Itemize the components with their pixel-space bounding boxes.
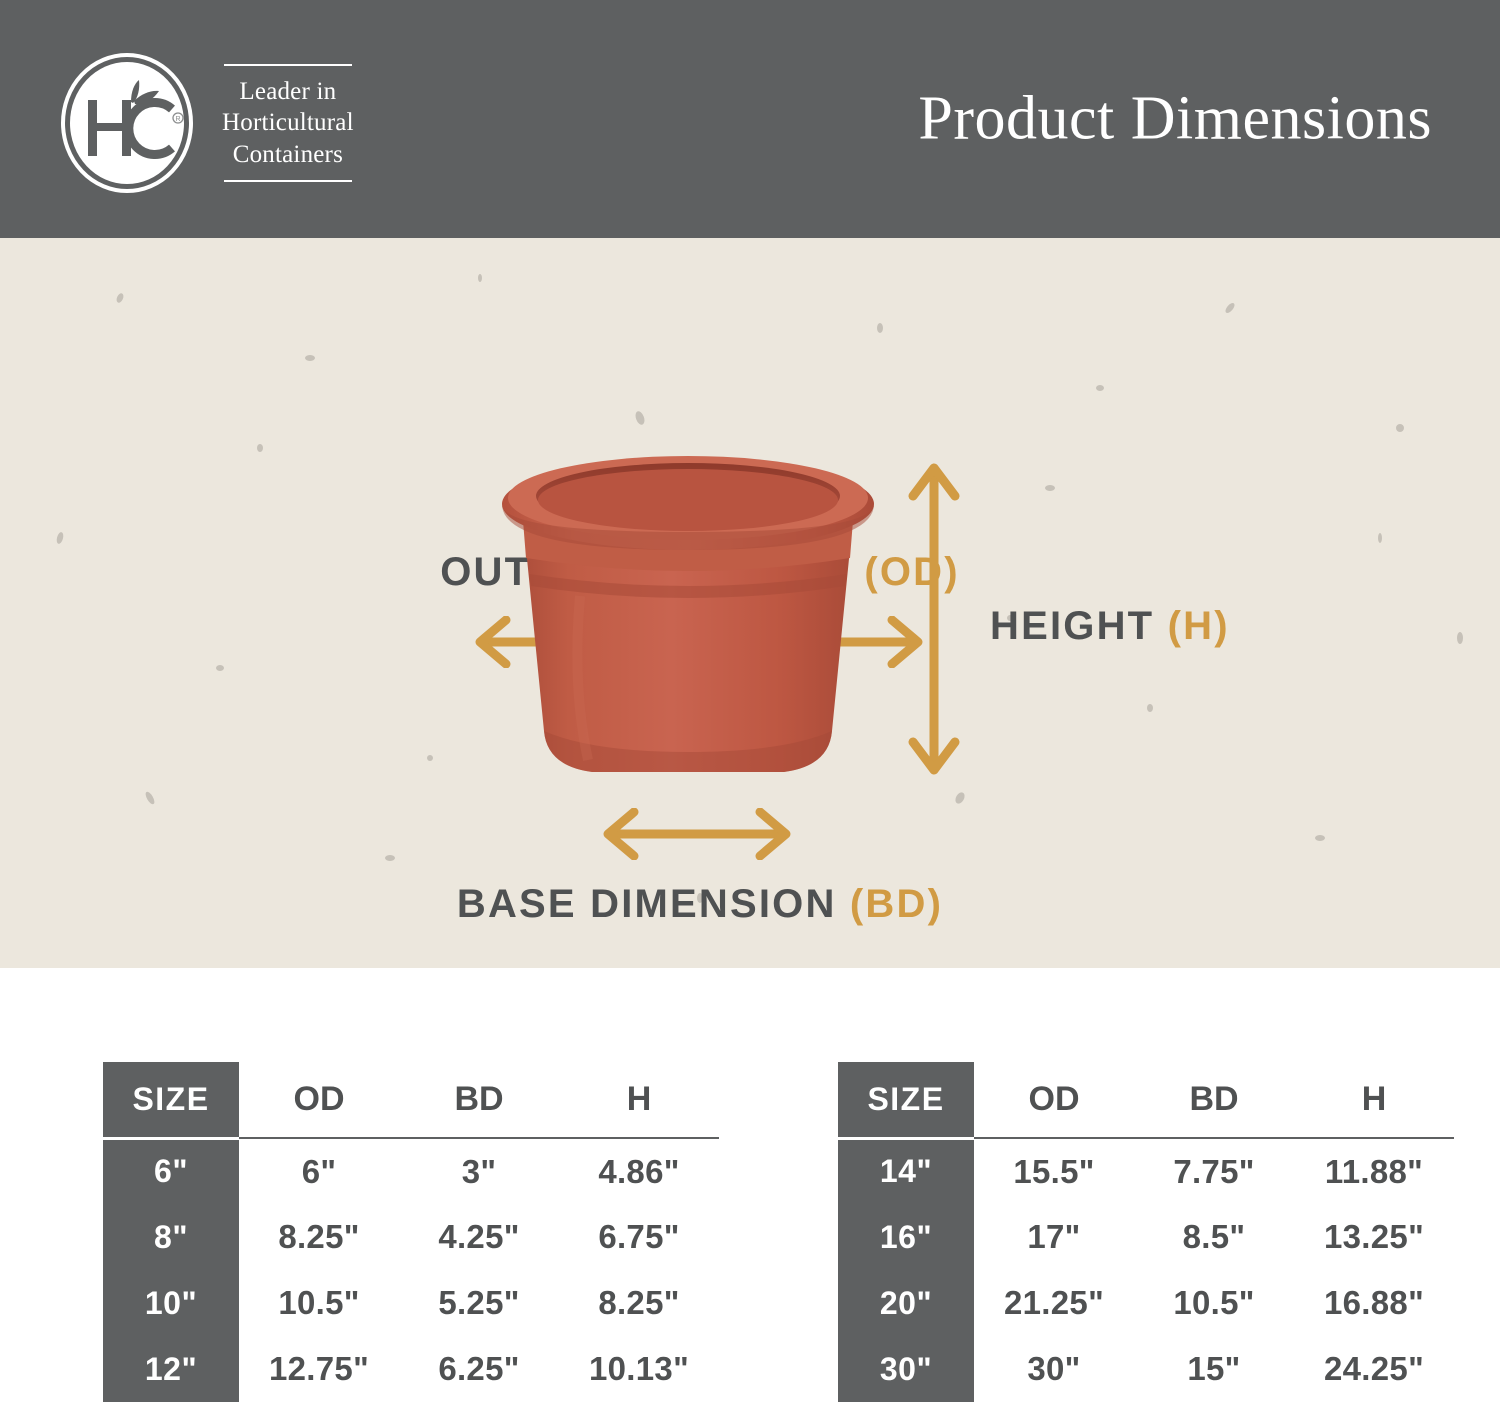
table-row: 10" 10.5" 5.25" 8.25" bbox=[103, 1270, 719, 1336]
cell-bd: 15" bbox=[1187, 1350, 1241, 1387]
tagline-line-3: Containers bbox=[232, 140, 344, 168]
cell-bd: 6.25" bbox=[438, 1350, 520, 1387]
cell-h: 24.25" bbox=[1323, 1350, 1425, 1387]
cell-od: 15.5" bbox=[1013, 1152, 1095, 1190]
cell-od: 21.25" bbox=[1003, 1284, 1105, 1321]
cell-size: 14" bbox=[838, 1138, 974, 1204]
cell-bd: 5.25" bbox=[438, 1284, 520, 1321]
base-dimension-label-abbr: (BD) bbox=[849, 882, 944, 926]
cell-bd: 3" bbox=[461, 1152, 497, 1190]
dimensions-table-right: SIZE OD BD H 14" 15.5" 7.75" 11.88" 16" … bbox=[838, 1062, 1454, 1404]
cell-h: 11.88" bbox=[1324, 1152, 1424, 1190]
height-label-abbr: (H) bbox=[1167, 604, 1230, 648]
tagline-rule-top bbox=[224, 63, 352, 66]
column-header-od: OD bbox=[974, 1062, 1134, 1139]
table-row: 20" 21.25" 10.5" 16.88" bbox=[838, 1270, 1454, 1336]
page-title: Product Dimensions bbox=[918, 84, 1432, 153]
table-row: 8" 8.25" 4.25" 6.75" bbox=[103, 1204, 719, 1270]
table-row: 16" 17" 8.5" 13.25" bbox=[838, 1204, 1454, 1270]
hc-monogram-logo-icon: R bbox=[60, 52, 194, 194]
cell-size: 30" bbox=[838, 1336, 974, 1402]
cell-h: 13.25" bbox=[1323, 1218, 1425, 1255]
base-dimension-arrow-icon bbox=[603, 808, 791, 860]
table-row: 14" 15.5" 7.75" 11.88" bbox=[838, 1138, 1454, 1204]
cell-od: 10.5" bbox=[278, 1284, 360, 1321]
height-label-text: HEIGHT bbox=[990, 604, 1168, 648]
column-header-size: SIZE bbox=[103, 1062, 239, 1140]
cell-size: 20" bbox=[838, 1270, 974, 1336]
table-row: 6" 6" 3" 4.86" bbox=[103, 1138, 719, 1204]
cell-h: 4.86" bbox=[598, 1152, 680, 1190]
cell-size: 16" bbox=[838, 1204, 974, 1270]
cell-h: 16.88" bbox=[1323, 1284, 1425, 1321]
column-header-bd: BD bbox=[1134, 1062, 1294, 1139]
cell-bd: 10.5" bbox=[1173, 1284, 1255, 1321]
column-header-size: SIZE bbox=[838, 1062, 974, 1140]
svg-text:R: R bbox=[175, 116, 180, 123]
cell-bd: 8.5" bbox=[1182, 1218, 1246, 1255]
column-header-od: OD bbox=[239, 1062, 399, 1139]
cell-od: 17" bbox=[1027, 1218, 1081, 1255]
outer-dimension-label-abbr: (OD) bbox=[864, 550, 960, 594]
column-header-h: H bbox=[1294, 1062, 1454, 1139]
column-header-h: H bbox=[559, 1062, 719, 1139]
tagline-line-2: Horticultural bbox=[222, 109, 354, 137]
brand-block: R Leader in Horticultural Containers bbox=[60, 52, 360, 194]
column-header-bd: BD bbox=[399, 1062, 559, 1139]
base-dimension-label: BASE DIMENSION (BD) bbox=[0, 882, 1400, 927]
cell-size: 12" bbox=[103, 1336, 239, 1402]
tagline-rule-bottom bbox=[224, 180, 352, 183]
table-header-row: SIZE OD BD H bbox=[838, 1062, 1454, 1140]
table-row: 30" 30" 15" 24.25" bbox=[838, 1336, 1454, 1402]
cell-bd: 4.25" bbox=[438, 1218, 520, 1255]
cell-od: 30" bbox=[1027, 1350, 1081, 1387]
table-header-row: SIZE OD BD H bbox=[103, 1062, 719, 1140]
table-row: 12" 12.75" 6.25" 10.13" bbox=[103, 1336, 719, 1402]
dimensions-table-left: SIZE OD BD H 6" 6" 3" 4.86" 8" 8.25" 4.2… bbox=[103, 1062, 719, 1404]
table-right-grid: SIZE OD BD H 14" 15.5" 7.75" 11.88" 16" … bbox=[838, 1062, 1454, 1402]
cell-od: 12.75" bbox=[268, 1350, 370, 1387]
cell-h: 6.75" bbox=[598, 1218, 680, 1255]
height-label: HEIGHT (H) bbox=[990, 604, 1230, 649]
cell-size: 6" bbox=[103, 1138, 239, 1204]
brand-tagline: Leader in Horticultural Containers bbox=[216, 63, 360, 183]
cell-bd: 7.75" bbox=[1173, 1152, 1255, 1190]
diagram-panel: OUTER DIMENSION (OD) HEIGHT (H) bbox=[0, 238, 1500, 968]
cell-size: 10" bbox=[103, 1270, 239, 1336]
cell-size: 8" bbox=[103, 1204, 239, 1270]
cell-h: 8.25" bbox=[598, 1284, 680, 1321]
header-bar: R Leader in Horticultural Containers Pro… bbox=[0, 0, 1500, 238]
table-left-grid: SIZE OD BD H 6" 6" 3" 4.86" 8" 8.25" 4.2… bbox=[103, 1062, 719, 1402]
height-arrow-icon bbox=[908, 463, 960, 775]
cell-h: 10.13" bbox=[588, 1350, 690, 1387]
tagline-line-1: Leader in bbox=[239, 77, 337, 105]
cell-od: 8.25" bbox=[278, 1218, 360, 1255]
cell-od: 6" bbox=[301, 1152, 337, 1190]
base-dimension-label-text: BASE DIMENSION bbox=[456, 882, 850, 926]
planter-pot-illustration bbox=[502, 456, 874, 772]
